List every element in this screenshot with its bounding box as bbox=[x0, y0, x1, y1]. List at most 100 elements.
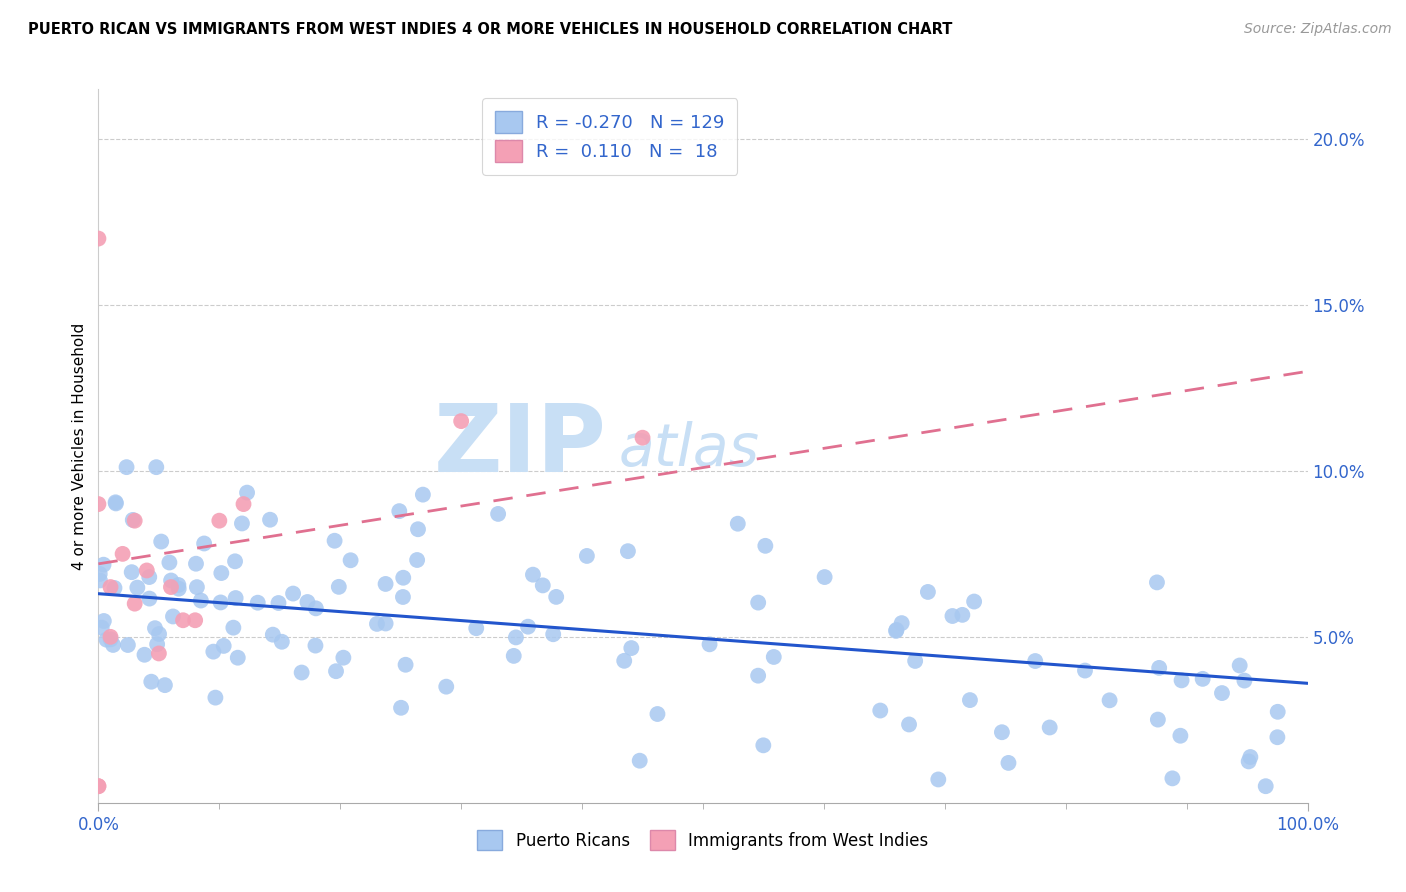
Point bbox=[160, 574, 183, 588]
Point bbox=[1267, 730, 1289, 744]
Point bbox=[184, 557, 207, 571]
Point bbox=[93, 614, 115, 628]
Y-axis label: 4 or more Vehicles in Household: 4 or more Vehicles in Household bbox=[72, 322, 87, 570]
Point bbox=[366, 616, 388, 631]
Point bbox=[434, 680, 457, 694]
Point bbox=[115, 460, 138, 475]
Point bbox=[762, 649, 785, 664]
Point bbox=[620, 641, 643, 656]
Point bbox=[339, 553, 361, 567]
Point bbox=[167, 582, 190, 596]
Point bbox=[1237, 755, 1260, 769]
Point bbox=[1233, 673, 1256, 688]
Point bbox=[121, 565, 143, 579]
Point bbox=[87, 779, 110, 793]
Text: Source: ZipAtlas.com: Source: ZipAtlas.com bbox=[1244, 22, 1392, 37]
Point bbox=[104, 495, 127, 509]
Point bbox=[465, 621, 488, 635]
Point bbox=[1170, 673, 1192, 688]
Point bbox=[117, 638, 139, 652]
Point bbox=[1074, 664, 1097, 678]
Point bbox=[236, 485, 259, 500]
Point bbox=[150, 534, 173, 549]
Point bbox=[124, 597, 146, 611]
Point bbox=[184, 613, 207, 627]
Point bbox=[814, 570, 837, 584]
Text: PUERTO RICAN VS IMMIGRANTS FROM WEST INDIES 4 OR MORE VEHICLES IN HOUSEHOLD CORR: PUERTO RICAN VS IMMIGRANTS FROM WEST IND… bbox=[28, 22, 952, 37]
Point bbox=[628, 754, 651, 768]
Point bbox=[138, 570, 160, 584]
Point bbox=[699, 637, 721, 651]
Point bbox=[517, 620, 540, 634]
Point bbox=[450, 414, 472, 428]
Point bbox=[259, 513, 281, 527]
Point bbox=[1170, 729, 1192, 743]
Point bbox=[1254, 779, 1277, 793]
Point bbox=[869, 704, 891, 718]
Point bbox=[103, 581, 125, 595]
Point bbox=[1098, 693, 1121, 707]
Point bbox=[505, 631, 527, 645]
Point bbox=[141, 674, 163, 689]
Point bbox=[304, 639, 326, 653]
Point bbox=[101, 638, 124, 652]
Point bbox=[613, 654, 636, 668]
Text: atlas: atlas bbox=[619, 421, 759, 478]
Point bbox=[232, 497, 254, 511]
Point bbox=[89, 574, 111, 588]
Point bbox=[617, 544, 640, 558]
Point bbox=[153, 678, 176, 692]
Point bbox=[406, 522, 429, 536]
Point bbox=[927, 772, 949, 787]
Point bbox=[541, 627, 564, 641]
Point bbox=[950, 607, 973, 622]
Point bbox=[225, 591, 247, 605]
Point bbox=[267, 596, 290, 610]
Point bbox=[412, 488, 434, 502]
Point bbox=[135, 564, 157, 578]
Point bbox=[100, 630, 122, 644]
Point bbox=[392, 590, 415, 604]
Point bbox=[1147, 713, 1170, 727]
Point bbox=[148, 627, 170, 641]
Point bbox=[631, 431, 654, 445]
Point bbox=[1229, 658, 1251, 673]
Point bbox=[281, 586, 304, 600]
Point bbox=[884, 624, 907, 638]
Point bbox=[531, 578, 554, 592]
Point bbox=[917, 585, 939, 599]
Point bbox=[1211, 686, 1233, 700]
Point bbox=[186, 580, 208, 594]
Point bbox=[374, 577, 396, 591]
Point bbox=[963, 594, 986, 608]
Point bbox=[89, 566, 111, 581]
Point bbox=[1191, 672, 1213, 686]
Point bbox=[209, 595, 232, 609]
Point bbox=[291, 665, 314, 680]
Point bbox=[502, 648, 524, 663]
Point bbox=[124, 514, 146, 528]
Point bbox=[87, 231, 110, 245]
Point bbox=[1147, 661, 1170, 675]
Point bbox=[904, 654, 927, 668]
Point bbox=[997, 756, 1019, 770]
Point bbox=[226, 650, 249, 665]
Point bbox=[297, 595, 319, 609]
Point bbox=[143, 621, 166, 635]
Point bbox=[104, 496, 127, 510]
Point bbox=[486, 507, 509, 521]
Point bbox=[754, 539, 776, 553]
Point bbox=[1024, 654, 1046, 668]
Point bbox=[208, 514, 231, 528]
Point bbox=[190, 593, 212, 607]
Point bbox=[162, 609, 184, 624]
Point bbox=[212, 639, 235, 653]
Point bbox=[325, 664, 347, 678]
Point bbox=[323, 533, 346, 548]
Point bbox=[546, 590, 568, 604]
Point bbox=[193, 536, 215, 550]
Point bbox=[270, 634, 292, 648]
Point bbox=[96, 632, 118, 647]
Point bbox=[222, 621, 245, 635]
Point bbox=[991, 725, 1014, 739]
